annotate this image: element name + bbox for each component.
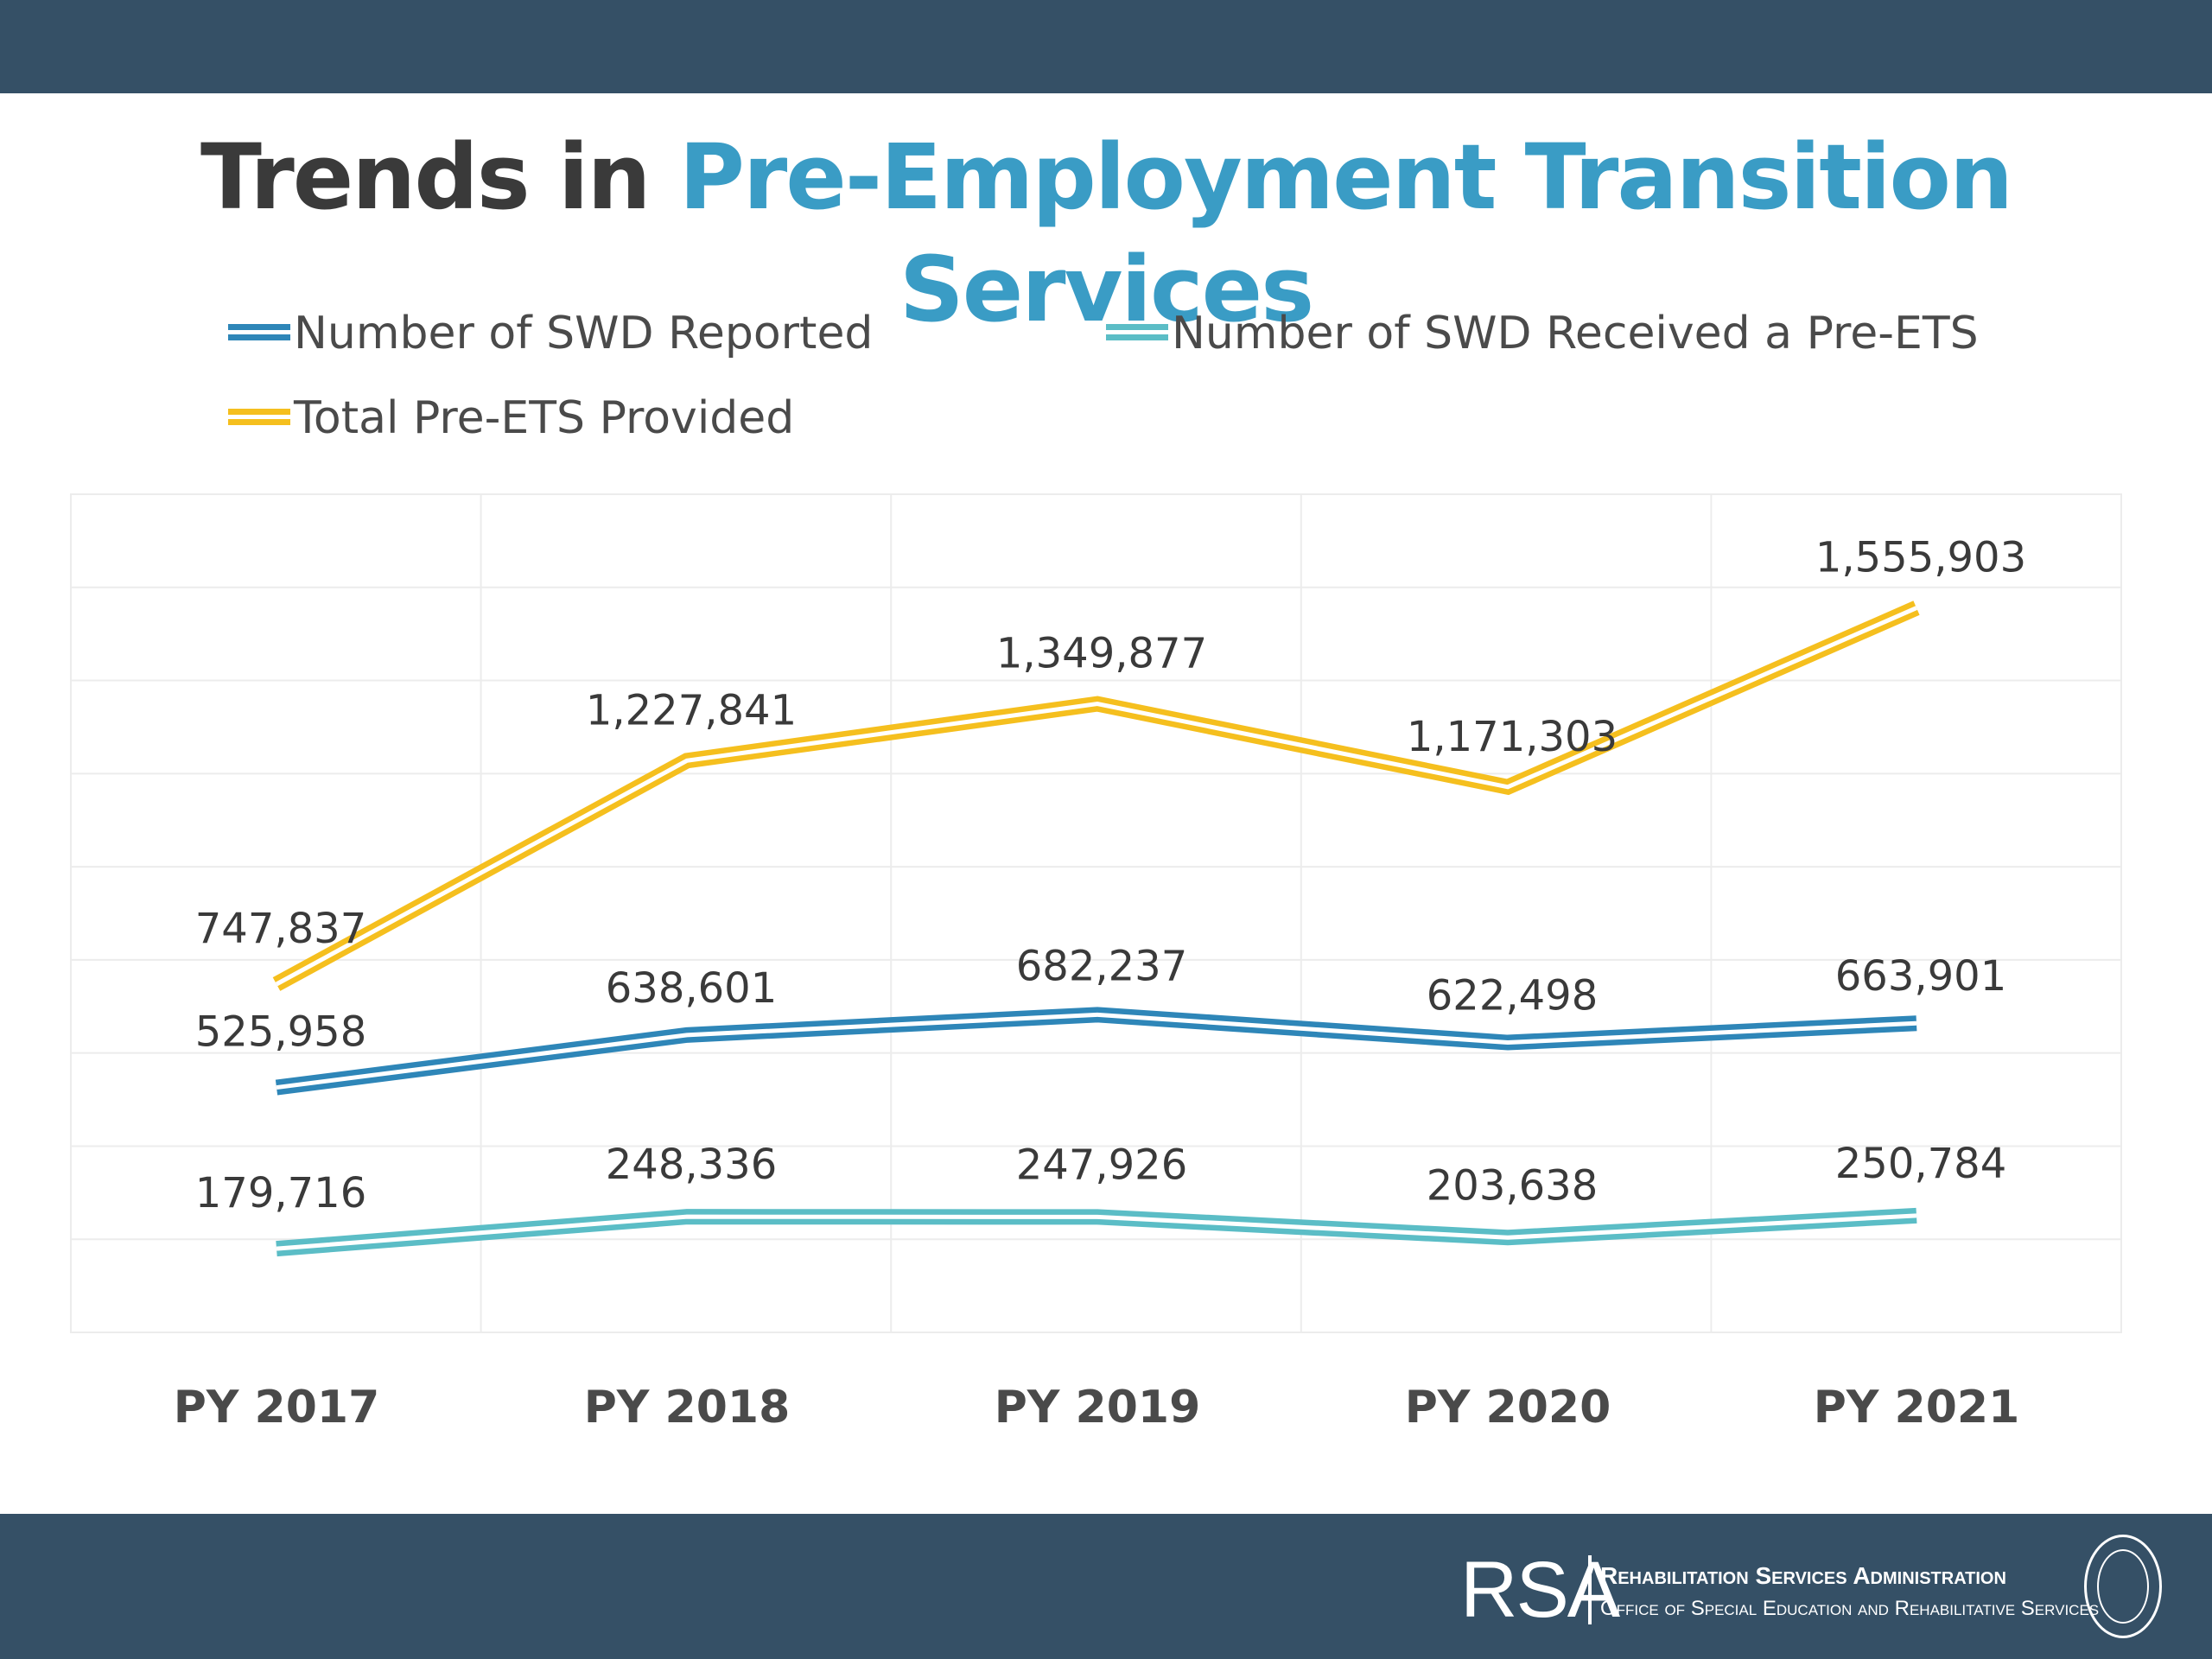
data-label-reported: 682,237 (1016, 942, 1188, 990)
data-label-total: 1,555,903 (1815, 534, 2026, 582)
data-label-reported: 622,498 (1427, 972, 1599, 1020)
legend-label-total: Total Pre-ETS Provided (294, 392, 795, 444)
data-label-total: 1,171,303 (1407, 713, 1618, 761)
header-bar (0, 0, 2212, 93)
legend-item-total: Total Pre-ETS Provided (228, 392, 794, 444)
series-line-inner-received (276, 1213, 1917, 1251)
legend-label-received: Number of SWD Received a Pre-ETS (1172, 308, 1979, 359)
rsa-logo-text: RSA (1460, 1546, 1620, 1634)
title-highlight: Pre-Employment Transition Services (678, 124, 2013, 342)
x-tick-label: PY 2019 (995, 1382, 1201, 1433)
data-label-received: 247,926 (1016, 1141, 1188, 1189)
org-name: Rehabilitation Services Administration (1600, 1562, 2006, 1589)
data-label-reported: 638,601 (606, 964, 778, 1013)
legend-swatch-total (228, 409, 290, 428)
legend-item-reported: Number of SWD Reported (228, 308, 873, 359)
data-label-total: 747,837 (195, 905, 367, 953)
series-line-reported (275, 1007, 1917, 1096)
data-label-received: 179,716 (195, 1169, 367, 1217)
line-chart: PY 2017 PY 2018 PY 2019 PY 2020 PY 2021 525,9… (70, 493, 2122, 1433)
legend-swatch-received (1106, 324, 1168, 343)
data-label-received: 248,336 (606, 1141, 778, 1189)
x-tick-label: PY 2021 (1814, 1382, 2020, 1433)
page-title: Trends in Pre-Employment Transition Serv… (0, 121, 2212, 346)
legend-item-received: Number of SWD Received a Pre-ETS (1106, 308, 1979, 359)
plot-area (70, 493, 2122, 1333)
data-label-reported: 525,958 (195, 1008, 367, 1057)
chart-legend: Number of SWD Reported Number of SWD Rec… (0, 0, 2212, 484)
data-label-received: 203,638 (1427, 1161, 1599, 1210)
footer-bar (0, 1514, 2212, 1659)
logo-divider (1588, 1555, 1592, 1624)
org-subtitle: Office of Special Education and Rehabili… (1600, 1597, 2100, 1620)
data-label-received: 250,784 (1835, 1140, 2007, 1188)
x-tick-label: PY 2018 (584, 1382, 791, 1433)
series-line-received (276, 1207, 1917, 1257)
data-label-reported: 663,901 (1835, 952, 2007, 1001)
data-label-total: 1,227,841 (586, 686, 797, 734)
series-line-inner-reported (276, 1012, 1917, 1090)
x-tick-label: PY 2020 (1405, 1382, 1611, 1433)
legend-swatch-reported (228, 324, 290, 343)
legend-label-reported: Number of SWD Reported (294, 308, 874, 359)
data-label-total: 1,349,877 (996, 630, 1207, 678)
department-seal-icon (2084, 1535, 2162, 1638)
series-line-inner-total (275, 606, 1918, 987)
title-prefix: Trends in (200, 124, 652, 230)
x-tick-label: PY 2017 (174, 1382, 380, 1433)
